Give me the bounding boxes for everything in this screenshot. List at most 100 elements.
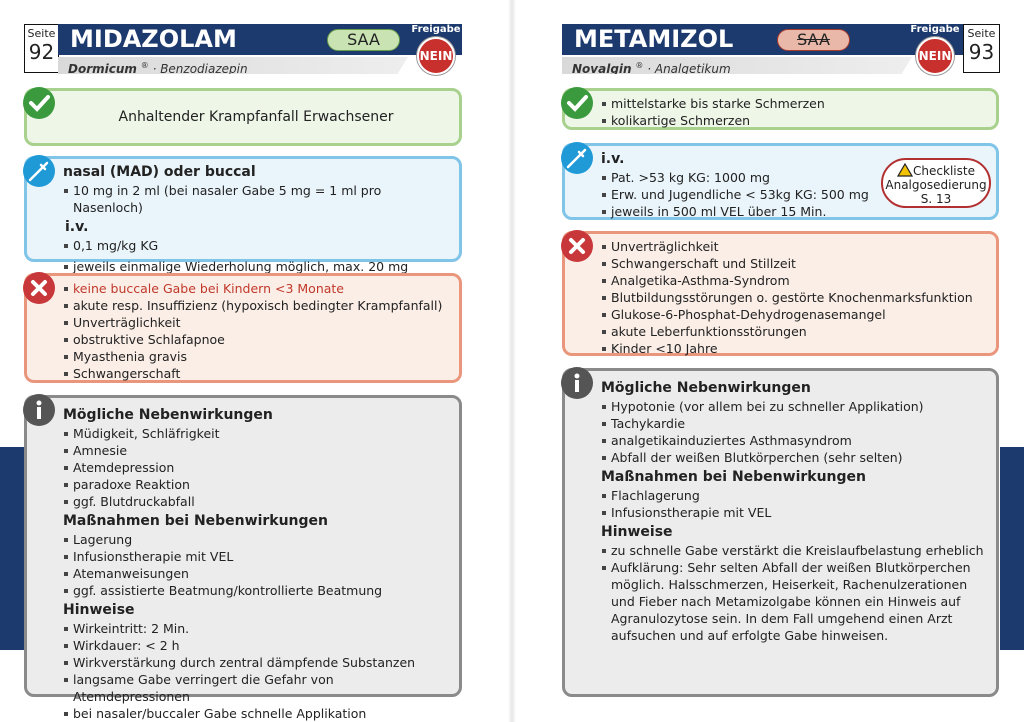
block: Mögliche Nebenwirkungen Müdigkeit, Schläf…: [63, 406, 449, 510]
drug-subtitle: Dormicum ® · Benzodiazepin: [58, 57, 408, 74]
bullet-item: bei nasaler/buccaler Gabe schnelle Appli…: [63, 705, 449, 722]
bullet-item: paradoxe Reaktion: [63, 476, 449, 493]
bullet-list: Müdigkeit, Schläfrigkeit Amnesie Atemdepre…: [63, 425, 449, 510]
bullet-item: Müdigkeit, Schläfrigkeit: [63, 425, 449, 442]
section-icon: [23, 394, 55, 426]
bullet-item: Myasthenia gravis: [63, 348, 449, 365]
block: nasal (MAD) oder buccal 10 mg in 2 ml (be…: [63, 163, 449, 216]
bullet-list: 0,1 mg/kg KG jeweils einmalige Wiederholu…: [63, 237, 449, 275]
section-icon: [23, 272, 55, 304]
bullet-list: Hypotonie (vor allem bei zu schneller Ap…: [601, 398, 986, 466]
block-heading: i.v.: [65, 219, 89, 235]
bullet-item: Wirkeintritt: 2 Min.: [63, 620, 449, 637]
bullet-item: Pat. >53 kg KG: 1000 mg: [601, 169, 986, 186]
block: i.v. 0,1 mg/kg KG jeweils einmalige Wieder…: [63, 218, 449, 275]
section-box: Unverträglichkeit Schwangerschaft und Sti…: [561, 230, 999, 357]
saa-badge: SAA: [327, 29, 400, 51]
bullet-list: Wirkeintritt: 2 Min. Wirkdauer: < 2 h Wirk…: [63, 620, 449, 722]
section-box: Anhaltender Krampfanfall Erwachsener: [23, 87, 462, 146]
bullet-item: Blutbildungsstörungen o. gestörte Knoche…: [601, 289, 986, 306]
block-heading: Mögliche Nebenwirkungen: [63, 407, 273, 423]
bullet-item: Abfall der weißen Blutkörperchen (sehr s…: [601, 449, 986, 466]
checklist-line: Checkliste: [913, 164, 975, 178]
bullet-item: langsame Gabe verringert die Gefahr von …: [63, 671, 449, 705]
block-heading: Maßnahmen bei Nebenwirkungen: [601, 469, 867, 485]
bullet-item: akute resp. Insuffizienz (hypoxisch bedi…: [63, 297, 449, 314]
freigabe-badge: NEIN: [417, 37, 455, 75]
section-box: Mögliche Nebenwirkungen Hypotonie (vor al…: [561, 367, 999, 697]
section-icon: [23, 87, 55, 119]
bullet-item: Lagerung: [63, 531, 449, 548]
page-number: 92: [28, 40, 55, 64]
bullet-item: kolikartige Schmerzen: [601, 112, 986, 129]
section-icon: [561, 230, 593, 262]
side-stripe: [1000, 447, 1024, 650]
bullet-item: Unverträglichkeit: [601, 238, 986, 255]
bullet-item: Infusionstherapie mit VEL: [63, 548, 449, 565]
page: Seite 93 METAMIZOL SAA Freigabe NEIN Novalgin …: [512, 0, 1024, 722]
drug-class: · Analgetikum: [647, 62, 731, 76]
bullet-item: Atemanweisungen: [63, 565, 449, 582]
section-box: nasal (MAD) oder buccal 10 mg in 2 ml (be…: [23, 155, 462, 274]
bullet-item: Wirkdauer: < 2 h: [63, 637, 449, 654]
warning-icon: [896, 162, 914, 177]
drug-title-bar: MIDAZOLAM: [58, 24, 462, 55]
bullet-item: 0,1 mg/kg KG: [63, 237, 449, 254]
drug-subtitle: Novalgin ® · Analgetikum: [562, 57, 912, 74]
freigabe-badge: NEIN: [916, 37, 954, 75]
bullet-list: Flachlagerung Infusionstherapie mit VEL: [601, 487, 986, 521]
bullet-item: Glukose-6-Phosphat-Dehydrogenasemangel: [601, 306, 986, 323]
bullet-item: 10 mg in 2 ml (bei nasaler Gabe 5 mg = 1…: [63, 182, 449, 216]
saa-badge: SAA: [777, 29, 850, 51]
bullet-list: mittelstarke bis starke Schmerzen kolikar…: [601, 95, 986, 129]
bullet-item: Erw. und Jugendliche < 53kg KG: 500 mg: [601, 186, 986, 203]
page-label: Seite: [967, 27, 996, 40]
registered-mark: ®: [140, 61, 149, 70]
page-number-box: Seite 92: [24, 24, 59, 73]
block-heading: Hinweise: [63, 602, 135, 618]
bullet-item: Hypotonie (vor allem bei zu schneller Ap…: [601, 398, 986, 415]
page: Seite 92 MIDAZOLAM SAA Freigabe NEIN Dormicum …: [23, 24, 462, 722]
freigabe-label: Freigabe: [411, 24, 461, 35]
bullet-item: Kinder <10 Jahre: [601, 340, 986, 357]
trade-name: Novalgin: [572, 62, 632, 76]
bullet-item: mittelstarke bis starke Schmerzen: [601, 95, 986, 112]
bullet-item: Atemdepression: [63, 459, 449, 476]
bullet-item: ggf. assistierte Beatmung/kontrollierte …: [63, 582, 449, 599]
checklist-badge: Checkliste Analgosedierung S. 13: [881, 158, 991, 208]
section-box: keine buccale Gabe bei Kindern <3 Monate…: [23, 272, 462, 383]
section-box: i.v. Pat. >53 kg KG: 1000 mg Erw. und Juge…: [561, 142, 999, 220]
section-icon: [561, 87, 593, 119]
block: i.v. Pat. >53 kg KG: 1000 mg Erw. und Juge…: [601, 150, 986, 220]
bullet-list: Pat. >53 kg KG: 1000 mg Erw. und Jugendli…: [601, 169, 986, 220]
bullet-item: Amnesie: [63, 442, 449, 459]
section-icon: [561, 142, 593, 174]
bullet-item: Analgetika-Asthma-Syndrom: [601, 272, 986, 289]
bullet-item: jeweils in 500 ml VEL über 15 Min.: [601, 203, 986, 220]
bullet-item: zu schnelle Gabe verstärkt die Kreislauf…: [601, 542, 986, 559]
block: keine buccale Gabe bei Kindern <3 Monate…: [63, 280, 449, 382]
block: Hinweise zu schnelle Gabe verstärkt die K…: [601, 523, 986, 644]
block: Maßnahmen bei Nebenwirkungen Lagerung Infu…: [63, 512, 449, 599]
block: Mögliche Nebenwirkungen Hypotonie (vor al…: [601, 379, 986, 466]
section-box: mittelstarke bis starke Schmerzen kolikar…: [561, 87, 999, 130]
bullet-item: jeweils einmalige Wiederholung möglich, …: [63, 258, 449, 275]
bullet-item: Aufklärung: Sehr selten Abfall der weiße…: [601, 559, 986, 644]
checklist-line: S. 13: [920, 192, 952, 206]
bullet-item: Infusionstherapie mit VEL: [601, 504, 986, 521]
bullet-item: Schwangerschaft und Stillzeit: [601, 255, 986, 272]
bullet-item: Flachlagerung: [601, 487, 986, 504]
block-heading: Mögliche Nebenwirkungen: [601, 380, 811, 396]
indication-text: Anhaltender Krampfanfall Erwachsener: [118, 109, 394, 125]
block: Unverträglichkeit Schwangerschaft und Sti…: [601, 238, 986, 357]
block: Hinweise Wirkeintritt: 2 Min. Wirkdauer: <…: [63, 601, 449, 722]
section-icon: [561, 367, 593, 399]
bullet-item: Tachykardie: [601, 415, 986, 432]
trade-name: Dormicum: [68, 62, 137, 76]
bullet-item: obstruktive Schlafapnoe: [63, 331, 449, 348]
drug-title-bar: METAMIZOL: [562, 24, 963, 55]
section-icon: [23, 155, 55, 187]
block-heading: Hinweise: [601, 524, 673, 540]
bullet-item: Wirkverstärkung durch zentral dämpfende …: [63, 654, 449, 671]
